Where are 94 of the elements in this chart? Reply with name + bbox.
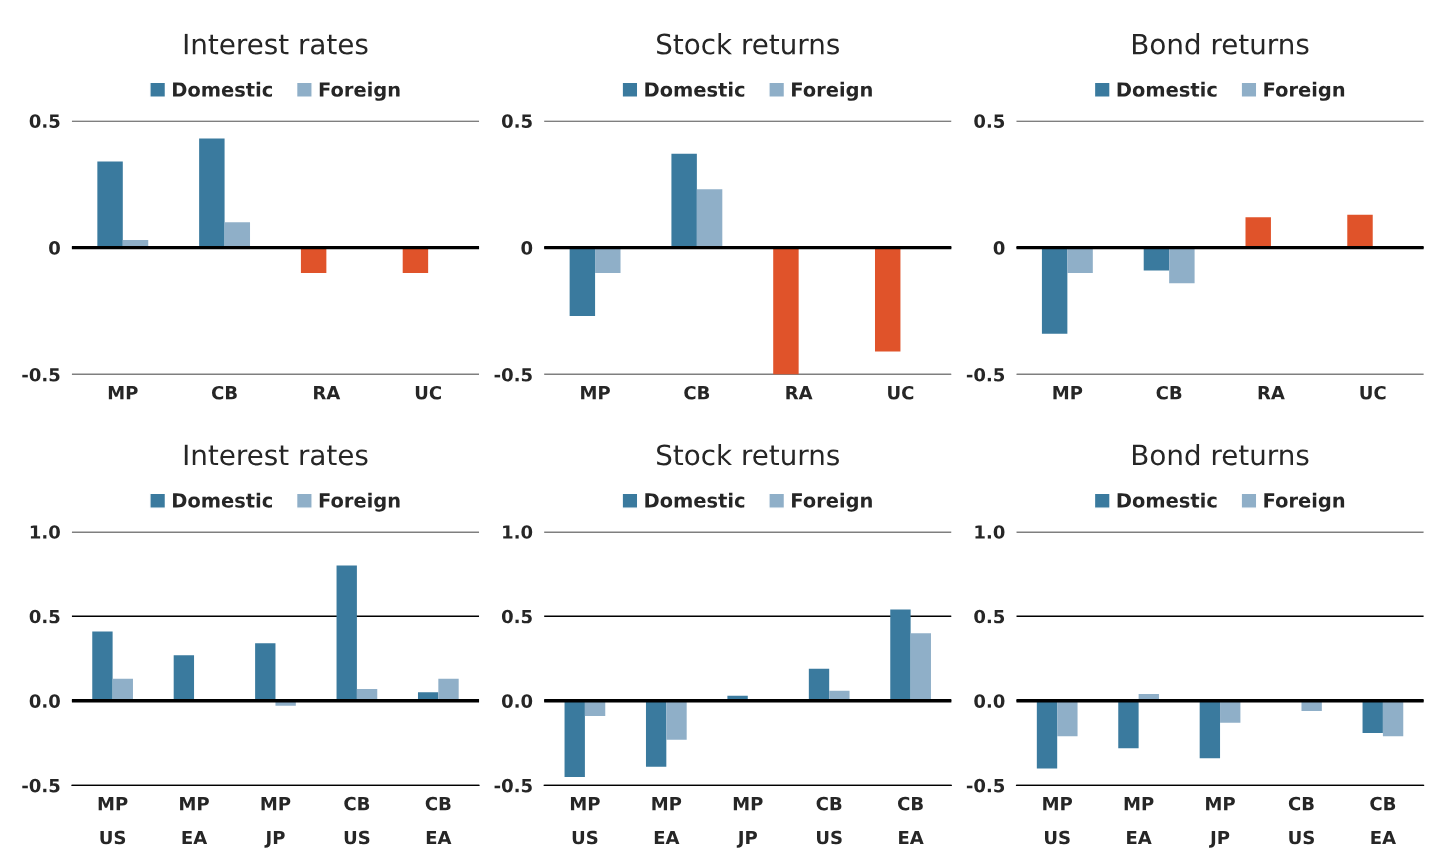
bar <box>92 631 113 701</box>
y-tick-label: 1.0 <box>30 525 60 539</box>
y-tick-label: 0.5 <box>29 114 60 128</box>
x-tick-label: MP JP <box>1206 797 1235 848</box>
bar <box>336 565 357 701</box>
x-tick-label: MP <box>108 386 138 400</box>
x-tick-label: UC <box>415 385 441 400</box>
x-tick-label: MP US <box>98 797 128 845</box>
bar <box>1041 247 1068 334</box>
chart-title: Stock returns <box>657 443 839 466</box>
bar <box>696 189 723 248</box>
x-tick-label: MP <box>581 386 610 400</box>
chart-title: Stock returns <box>657 33 839 55</box>
x-tick-label: MP EA <box>1124 797 1154 845</box>
y-tick-label: 0.0 <box>974 694 1005 708</box>
bar <box>569 247 596 317</box>
bar <box>773 247 799 375</box>
x-tick-label: CB US <box>1288 796 1314 845</box>
bar <box>438 678 459 701</box>
chart-title: Interest rates <box>184 33 368 55</box>
x-tick-label: MP JP <box>261 797 291 848</box>
x-tick-label: MP US <box>570 797 600 845</box>
bar <box>173 655 195 701</box>
x-tick-label: CB EA <box>1370 796 1396 845</box>
bar <box>874 247 901 352</box>
y-tick-label: 0.5 <box>501 114 532 128</box>
bar <box>1245 217 1271 248</box>
x-tick-label: RA <box>786 386 813 400</box>
bar <box>402 247 429 273</box>
x-tick-label: CB US <box>816 796 842 845</box>
y-tick-label: -0.5 <box>966 367 1005 382</box>
legend-label: Domestic <box>1117 492 1217 508</box>
x-tick-label: MP EA <box>652 797 682 845</box>
legend-label: Domestic <box>173 492 272 508</box>
x-tick-label: CB <box>684 385 710 400</box>
x-tick-label: CB EA <box>898 796 924 845</box>
y-tick-label: 0.0 <box>29 694 60 708</box>
bar <box>808 668 830 701</box>
y-tick-label: 0.5 <box>974 114 1005 128</box>
x-tick-label: MP JP <box>733 797 763 848</box>
x-tick-label: CB EA <box>425 796 452 845</box>
legend-label: Foreign <box>792 81 872 101</box>
y-tick-label: -0.5 <box>22 367 60 382</box>
y-tick-label: -0.5 <box>494 367 532 382</box>
y-tick-label: 0.0 <box>501 694 533 708</box>
legend-label: Domestic <box>645 81 745 97</box>
y-tick-label: 0.5 <box>501 609 532 624</box>
chart-title: Bond returns <box>1133 443 1309 466</box>
y-tick-label: -0.5 <box>22 778 60 793</box>
bar <box>890 609 911 701</box>
x-tick-label: RA <box>314 386 341 400</box>
bar <box>671 153 697 248</box>
bar <box>595 247 621 273</box>
bar <box>199 138 225 248</box>
bar <box>1067 247 1093 273</box>
legend-label: Domestic <box>173 81 272 97</box>
x-tick-label: MP US <box>1043 797 1073 845</box>
legend-label: Foreign <box>792 492 872 512</box>
y-tick-label: -0.5 <box>966 778 1005 793</box>
chart-title: Interest rates <box>184 444 368 466</box>
legend-label: Foreign <box>319 492 400 512</box>
x-tick-label: RA <box>1258 386 1285 400</box>
legend-label: Domestic <box>645 492 745 508</box>
legend-label: Domestic <box>1117 81 1217 97</box>
bar <box>224 222 251 248</box>
chart-title: Bond returns <box>1133 33 1309 55</box>
bar <box>564 700 585 777</box>
x-tick-label: UC <box>1360 385 1386 400</box>
y-tick-label: 0 <box>993 241 1005 255</box>
y-tick-label: 1.0 <box>503 525 533 539</box>
bar <box>1347 214 1373 248</box>
bar <box>1169 247 1195 284</box>
y-tick-label: 0 <box>521 241 533 255</box>
legend-label: Foreign <box>1264 492 1345 512</box>
bar <box>255 643 276 701</box>
x-tick-label: CB <box>211 385 237 400</box>
y-tick-label: -0.5 <box>494 778 532 793</box>
y-tick-label: 0.5 <box>29 609 60 624</box>
y-tick-label: 0 <box>49 241 60 255</box>
bar <box>666 700 687 740</box>
bar <box>300 247 327 273</box>
x-tick-label: MP <box>1053 386 1083 400</box>
bar <box>97 161 123 248</box>
x-tick-label: CB <box>1156 385 1182 400</box>
y-tick-label: 0.5 <box>974 609 1005 624</box>
bar <box>1143 247 1170 271</box>
bar <box>910 633 931 701</box>
legend-label: Foreign <box>319 81 400 101</box>
x-tick-label: MP EA <box>180 797 209 845</box>
x-tick-label: CB US <box>344 796 370 845</box>
legend-label: Foreign <box>1264 81 1345 101</box>
y-tick-label: 1.0 <box>975 525 1005 539</box>
bar <box>645 700 667 767</box>
x-tick-label: UC <box>888 385 914 400</box>
